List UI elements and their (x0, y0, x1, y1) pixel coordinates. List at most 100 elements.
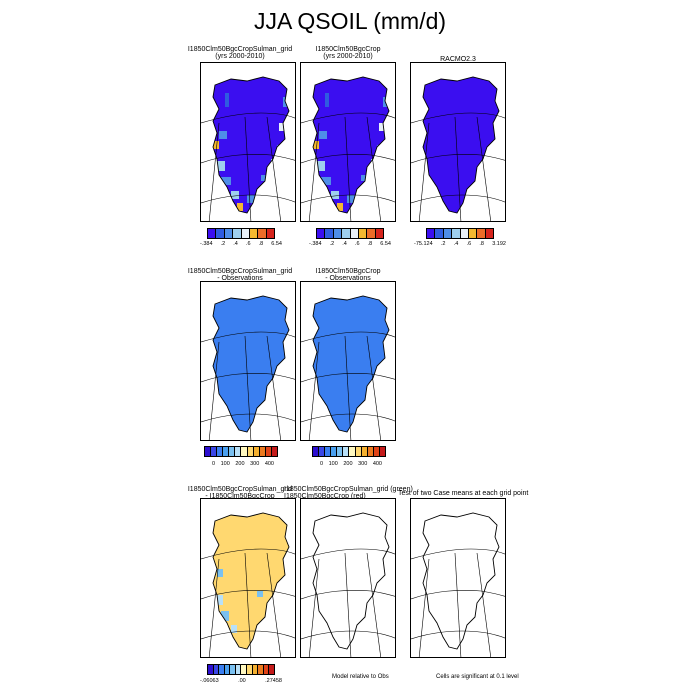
colorbar-box (367, 229, 376, 238)
grid-cell (361, 175, 367, 181)
colorbar-box (229, 447, 236, 456)
colorbar-box (233, 229, 242, 238)
graticule-line (344, 335, 352, 440)
colorbar-labels-row3-left: -.06063 .00 .27458 (200, 678, 282, 684)
graticule-line (366, 335, 382, 440)
grid-cell (257, 591, 263, 597)
panel-title-line: Test of two Case means at each grid poin… (398, 490, 529, 497)
map-svg-p1 (201, 76, 295, 221)
graticule-line (454, 116, 462, 221)
colorbar-box (349, 447, 356, 456)
graticule-line (201, 331, 295, 343)
colorbar-box (241, 447, 248, 456)
colorbar-row1-mid (316, 228, 384, 239)
panel-title-p7: I1850Clm50BgcCropSulman_grid (green) I18… (284, 486, 413, 500)
panel-title-p3: RACMO2.3 (398, 56, 518, 63)
colorbar-box (247, 665, 253, 674)
panel-title-line: I1850Clm50BgcCropSulman_grid (187, 46, 293, 53)
colorbar-box (477, 229, 486, 238)
colorbar-box (205, 447, 212, 456)
panel-title-p5: I1850Clm50BgcCrop - Observations (288, 268, 408, 282)
colorbar-tick-label: .2 (329, 241, 335, 247)
colorbar-box (367, 447, 374, 456)
colorbar-box (247, 447, 254, 456)
colorbar-box (241, 229, 250, 238)
colorbar-box (427, 229, 436, 238)
colorbar-tick-label: -.384 (200, 241, 213, 247)
graticule-line (411, 194, 505, 204)
colorbar-tick-label: .2 (440, 241, 446, 247)
colorbar-box (224, 665, 231, 674)
colorbar-box (350, 229, 359, 238)
colorbar-tick-label: .8 (479, 241, 484, 247)
colorbar-tick-label: .8 (367, 241, 373, 247)
colorbar-box (253, 447, 260, 456)
graticule-line (454, 552, 462, 657)
coastline (422, 76, 500, 214)
graticule-line (201, 413, 295, 423)
coastline (422, 512, 500, 650)
colorbar-box (217, 447, 224, 456)
map-svg-p4 (201, 295, 295, 440)
grid-cell (319, 131, 327, 139)
colorbar-tick-label: -.384 (309, 241, 322, 247)
panel-title-line: I1850Clm50BgcCrop (315, 46, 381, 53)
graticule-line (301, 548, 395, 560)
grid-cell (337, 203, 343, 211)
grid-cell (325, 93, 329, 107)
page-title: JJA QSOIL (mm/d) (253, 8, 447, 34)
grid-cell (215, 161, 225, 171)
map-panel-p5 (300, 281, 396, 441)
colorbar-box (208, 229, 217, 238)
graticule-line (201, 112, 295, 124)
graticule-line (201, 630, 295, 640)
graticule-line (208, 558, 220, 657)
colorbar-tick-label: 100 (220, 461, 230, 467)
colorbar-box (313, 447, 320, 456)
colorbar-box (235, 447, 242, 456)
colorbar-box (355, 447, 362, 456)
panel-title-line: - Observations (217, 275, 263, 282)
grid-cell (347, 195, 355, 203)
graticule-line (301, 630, 395, 640)
graticule-line (266, 552, 282, 657)
panel-title-p4: I1850Clm50BgcCropSulman_grid - Observati… (180, 268, 300, 282)
grid-cell (279, 123, 285, 131)
grid-cell (247, 195, 255, 203)
colorbar-tick-label: 3.192 (492, 241, 506, 247)
graticule-line (301, 331, 395, 343)
graticule-line (244, 116, 252, 221)
grid-cell (219, 131, 227, 139)
graticule-line (208, 122, 220, 221)
map-panel-p4 (200, 281, 296, 441)
colorbar-row1-left (207, 228, 275, 239)
colorbar-box (460, 229, 469, 238)
graticule-line (201, 153, 295, 164)
graticule-line (308, 122, 320, 221)
grid-cell (231, 191, 239, 199)
coastline (312, 76, 390, 214)
coastline (312, 512, 390, 650)
colorbar-box (319, 447, 326, 456)
graticule-line (418, 122, 430, 221)
colorbar-tick-label: -.06063 (200, 678, 219, 684)
panel-title-p2: I1850Clm50BgcCrop (yrs 2000-2010) (288, 46, 408, 60)
grid-cell (261, 175, 267, 181)
panel-title-line: I1850Clm50BgcCropSulman_grid (green) (284, 486, 413, 493)
graticule-line (301, 112, 395, 124)
panel-title-line: - I1850Clm50BgcCrop (205, 493, 275, 500)
colorbar-box (211, 447, 218, 456)
panel-title-line: RACMO2.3 (440, 56, 476, 63)
colorbar-box (219, 665, 225, 674)
graticule-line (201, 548, 295, 560)
panel-title-p6: I1850Clm50BgcCropSulman_grid - I1850Clm5… (180, 486, 300, 500)
colorbar-tick-label: 6.54 (380, 241, 391, 247)
graticule-line (411, 548, 505, 560)
colorbar-tick-label: 400 (372, 461, 382, 467)
colorbar-tick-label: .6 (354, 241, 360, 247)
graticule-line (266, 116, 282, 221)
colorbar-tick-label: -75.124 (414, 241, 433, 247)
colorbar-row3-left (207, 664, 275, 675)
colorbar-box (375, 229, 383, 238)
grid-cell (225, 93, 229, 107)
